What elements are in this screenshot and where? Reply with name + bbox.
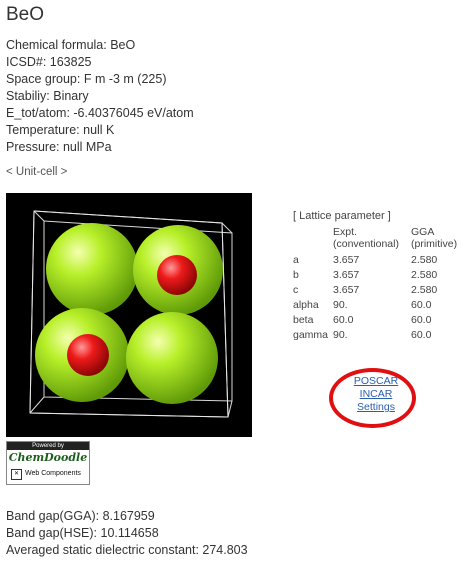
lattice-param-name: beta	[293, 314, 314, 326]
lattice-expt-value: 60.0	[333, 314, 354, 326]
logo-powered-by: Powered by	[7, 442, 89, 450]
be-atom	[126, 312, 218, 404]
col-gga-header: GGA (primitive)	[411, 226, 458, 250]
lattice-param-name: a	[293, 254, 299, 266]
lattice-expt-value: 3.657	[333, 284, 360, 296]
pressure: Pressure: null MPa	[6, 140, 112, 154]
unit-cell-link[interactable]: < Unit-cell >	[6, 166, 68, 178]
lattice-param-name: gamma	[293, 329, 329, 341]
table-row: alpha 90. 60.0	[293, 299, 471, 314]
lattice-gga-value: 60.0	[411, 314, 432, 326]
band-info: Band gap(GGA): 8.167959 Band gap(HSE): 1…	[6, 508, 248, 559]
lattice-caption: [ Lattice parameter ]	[293, 210, 391, 222]
icsd-number: ICSD#: 163825	[6, 55, 92, 69]
total-energy: E_tot/atom: -6.40376045 eV/atom	[6, 106, 194, 120]
download-links: POSCAR INCAR Settings	[339, 375, 413, 414]
table-row: b 3.657 2.580	[293, 269, 471, 284]
lattice-gga-value: 2.580	[411, 284, 438, 296]
temperature: Temperature: null K	[6, 123, 115, 137]
crystal-structure-canvas[interactable]	[6, 193, 252, 437]
page-title: BeO	[6, 4, 45, 25]
settings-link[interactable]: Settings	[357, 401, 395, 413]
stability: Stabiliy: Binary	[6, 89, 89, 103]
lattice-param-name: b	[293, 269, 299, 281]
dielectric-constant: Averaged static dielectric constant: 274…	[6, 543, 248, 557]
lattice-expt-value: 3.657	[333, 269, 360, 281]
chemical-formula: Chemical formula: BeO	[6, 38, 136, 52]
unit-cell-box-front	[29, 210, 229, 418]
table-row: gamma 90. 60.0	[293, 329, 471, 344]
incar-link[interactable]: INCAR	[359, 388, 393, 400]
lattice-param-name: c	[293, 284, 299, 296]
table-row: c 3.657 2.580	[293, 284, 471, 299]
table-row: beta 60.0 60.0	[293, 314, 471, 329]
lattice-gga-value: 2.580	[411, 269, 438, 281]
be-atom	[46, 223, 138, 315]
lattice-expt-value: 90.	[333, 299, 348, 311]
lattice-expt-value: 90.	[333, 329, 348, 341]
lattice-parameter-panel: [ Lattice parameter ] Expt. (conventiona…	[293, 210, 471, 344]
o-atom	[157, 255, 197, 295]
lattice-expt-value: 3.657	[333, 254, 360, 266]
chemdoodle-logo: Powered by ChemDoodle ✕ Web Components	[6, 441, 90, 485]
band-gap-hse: Band gap(HSE): 10.114658	[6, 526, 159, 540]
logo-subtitle: Web Components	[25, 470, 81, 477]
material-info: Chemical formula: BeO ICSD#: 163825 Spac…	[6, 37, 194, 156]
lattice-table: Expt. (conventional) GGA (primitive) a 3.…	[293, 226, 471, 344]
space-group: Space group: F m -3 m (225)	[6, 72, 167, 86]
highlight-ring	[329, 368, 416, 428]
logo-name: ChemDoodle	[8, 451, 88, 464]
o-atom	[67, 334, 109, 376]
col-expt-header: Expt. (conventional)	[333, 226, 399, 250]
poscar-link[interactable]: POSCAR	[353, 375, 399, 387]
lattice-gga-value: 60.0	[411, 329, 432, 341]
structure-viewer[interactable]	[6, 193, 252, 437]
chemdoodle-icon: ✕	[11, 468, 22, 480]
band-gap-gga: Band gap(GGA): 8.167959	[6, 509, 155, 523]
lattice-param-name: alpha	[293, 299, 319, 311]
table-row: a 3.657 2.580	[293, 254, 471, 269]
lattice-gga-value: 2.580	[411, 254, 438, 266]
lattice-gga-value: 60.0	[411, 299, 432, 311]
